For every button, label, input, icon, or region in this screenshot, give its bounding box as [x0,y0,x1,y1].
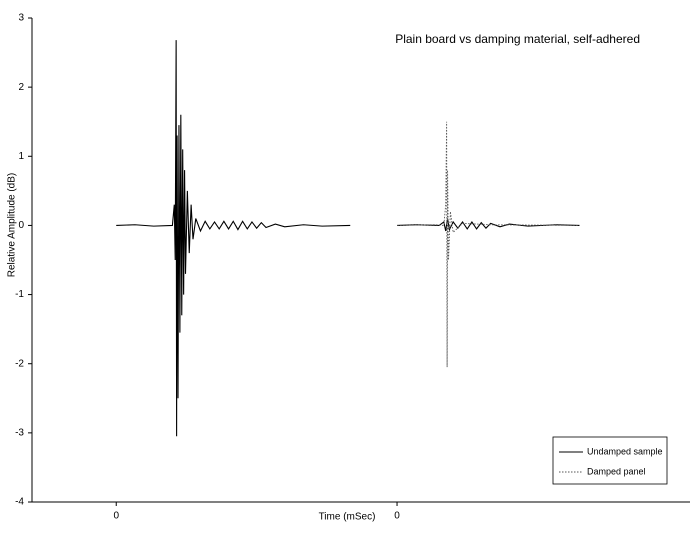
y-axis-label: Relative Amplitude (dB) [7,173,18,278]
legend-label: Damped panel [587,466,646,476]
y-tick-label: 2 [18,82,24,93]
y-tick-label: 1 [18,151,24,162]
y-tick-label: -2 [15,358,24,369]
x-tick-label: 0 [113,511,119,522]
chart-title: Plain board vs damping material, self-ad… [395,32,640,46]
y-tick-label: -4 [15,497,24,508]
y-tick-label: 3 [18,13,24,24]
x-axis-label: Time (mSec) [319,512,376,523]
x-tick-label: 0 [394,511,400,522]
legend-box [552,436,668,485]
y-tick-label: -3 [15,427,24,438]
series-line [397,121,580,368]
legend-label: Undamped sample [587,446,663,456]
y-tick-label: 0 [18,220,24,231]
series-line [116,40,580,437]
y-tick-label: -1 [15,289,24,300]
